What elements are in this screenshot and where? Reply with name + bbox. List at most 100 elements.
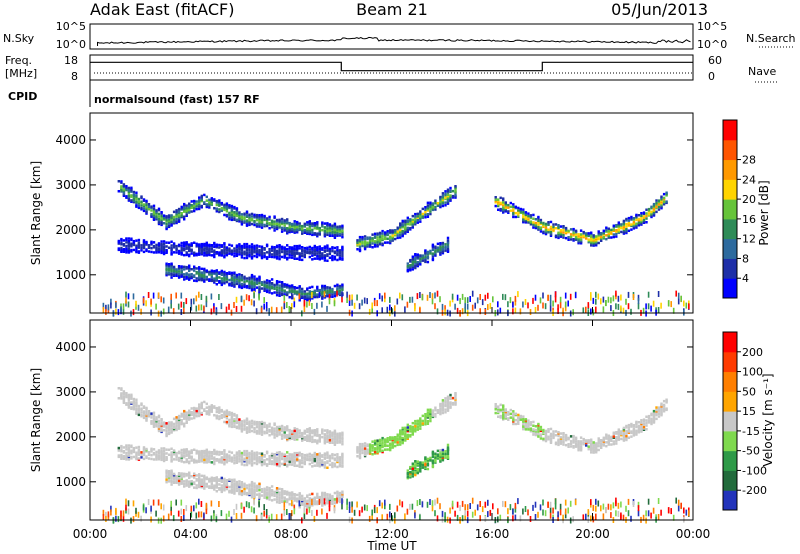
velocity-cell (258, 485, 261, 488)
velocity-cell (175, 458, 178, 461)
velocity-cell (243, 427, 246, 430)
power-cell (210, 199, 213, 203)
velocity-cell (213, 457, 216, 461)
power-cell (607, 236, 610, 239)
power-cell (273, 220, 276, 223)
velocity-cell (308, 462, 311, 466)
velocity-cell (215, 408, 218, 411)
power-cell (170, 223, 173, 226)
velocity-cell (218, 407, 221, 411)
velocity-cell (336, 440, 339, 443)
power-cell (534, 224, 538, 227)
power-cell (409, 264, 412, 267)
power-cell (394, 237, 397, 241)
power-cell (198, 304, 200, 311)
power-cell (167, 273, 171, 276)
power-cell (177, 243, 181, 247)
velocity-cell (208, 477, 211, 481)
power-cell (263, 303, 265, 310)
velocity-cell (353, 509, 356, 516)
velocity-cell (160, 418, 163, 421)
velocity-cell (250, 492, 254, 495)
velocity-cell (195, 459, 198, 463)
velocity-cell (170, 483, 173, 486)
power-cell (378, 235, 382, 238)
velocity-cell (203, 454, 206, 458)
power-cell (318, 290, 321, 293)
velocity-cell (278, 493, 281, 497)
velocity-cell (265, 488, 269, 492)
power-cell (602, 237, 605, 240)
velocity-cell (363, 451, 367, 454)
power-cell (595, 241, 598, 244)
velocity-cell (341, 452, 344, 456)
power-cell (258, 279, 261, 282)
velocity-cell (230, 486, 234, 489)
power-cell (167, 306, 170, 313)
power-cell (258, 245, 261, 248)
velocity-cell (142, 416, 146, 420)
power-cell (283, 303, 286, 310)
power-cell (497, 202, 500, 205)
power-cell (389, 229, 392, 232)
power-cell (235, 207, 239, 210)
velocity-cell (235, 451, 239, 454)
power-cell (278, 294, 281, 297)
velocity-cell (235, 452, 239, 456)
velocity-cell (183, 454, 186, 458)
velocity-cell (318, 465, 321, 468)
power-cell (200, 294, 203, 300)
power-cell (172, 273, 176, 276)
velocity-cell (170, 473, 173, 476)
power-cell (198, 267, 201, 270)
velocity-cell (296, 429, 299, 432)
velocity-cell (338, 491, 342, 495)
velocity-cell (165, 469, 168, 472)
power-cell (341, 229, 344, 233)
power-cell (436, 290, 439, 297)
velocity-cell (298, 497, 301, 500)
velocity-cell (240, 423, 244, 427)
velocity-cell (198, 459, 201, 462)
power-cell (620, 223, 623, 226)
power-cell (223, 248, 226, 251)
power-colorbar-tick-label: 4 (742, 272, 749, 285)
velocity-cell (321, 508, 323, 515)
power-cell (250, 277, 254, 281)
power-cell (203, 279, 206, 282)
velocity-cell (185, 505, 188, 512)
velocity-cell (298, 500, 301, 507)
power-cell (394, 310, 396, 317)
power-cell (245, 284, 249, 288)
velocity-cell (162, 422, 166, 426)
velocity-cell (275, 490, 279, 494)
power-cell (313, 244, 316, 248)
power-cell (278, 223, 281, 227)
power-cell (167, 224, 171, 227)
velocity-cell (228, 455, 231, 459)
power-cell (326, 244, 329, 247)
velocity-cell (258, 488, 261, 492)
power-cell (522, 208, 525, 211)
velocity-cell (183, 509, 185, 515)
power-cell (572, 233, 575, 236)
power-cell (268, 279, 271, 283)
velocity-cell (235, 459, 239, 462)
power-cell (298, 252, 301, 255)
power-cell (283, 252, 286, 256)
power-cell (127, 195, 131, 199)
power-cell (270, 253, 274, 256)
velocity-cell (210, 451, 213, 454)
power-cell (275, 222, 279, 226)
power-cell (245, 249, 249, 252)
power-cell (333, 251, 337, 255)
power-cell (218, 246, 221, 249)
power-cell (331, 254, 334, 258)
velocity-cell (177, 450, 181, 454)
power-cell (233, 217, 236, 220)
power-cell (549, 227, 553, 230)
velocity-cell (125, 444, 128, 447)
velocity-cell (306, 430, 309, 434)
power-cell (318, 245, 321, 248)
velocity-cell (180, 476, 183, 479)
